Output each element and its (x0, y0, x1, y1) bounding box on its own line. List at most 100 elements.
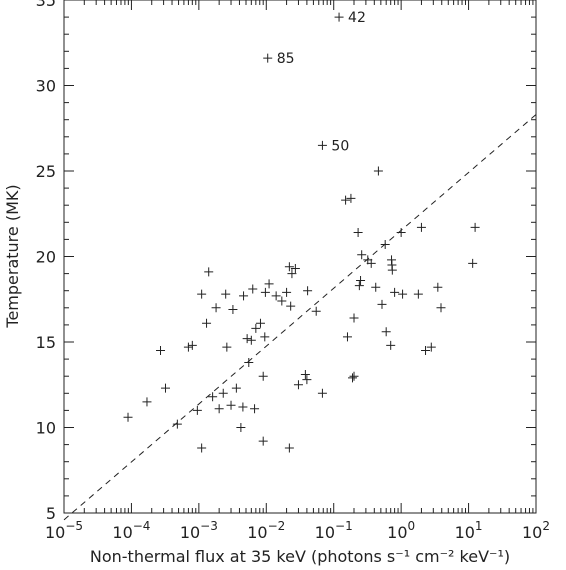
data-point (348, 373, 358, 383)
data-points (123, 12, 480, 453)
data-point (390, 287, 400, 297)
data-point (353, 228, 363, 238)
data-point (156, 346, 166, 356)
data-point (341, 195, 351, 205)
data-point (226, 400, 236, 410)
data-point (377, 299, 387, 309)
x-tick-label: 10−5 (45, 519, 83, 542)
data-point (192, 405, 202, 415)
data-point (246, 335, 256, 345)
data-point (142, 397, 152, 407)
data-point (293, 380, 303, 390)
data-point (346, 193, 356, 203)
data-point (197, 443, 207, 453)
data-point (354, 281, 364, 291)
data-point (197, 289, 207, 299)
data-point (470, 222, 480, 232)
data-point (238, 402, 248, 412)
data-point (211, 303, 221, 313)
y-tick-label: 35 (36, 0, 56, 10)
data-point (236, 423, 246, 432)
data-point (349, 371, 359, 381)
y-tick-label: 20 (36, 248, 56, 267)
data-point (221, 289, 231, 299)
data-point (260, 287, 270, 297)
data-point (421, 346, 431, 356)
data-point (373, 166, 383, 176)
x-tick-label: 10−1 (315, 519, 353, 542)
data-point (172, 419, 182, 429)
x-tick-label: 10−3 (180, 519, 218, 542)
data-point (255, 318, 265, 328)
data-point (250, 404, 260, 414)
data-point (202, 318, 212, 328)
data-point (271, 291, 281, 301)
data-point (284, 262, 294, 272)
data-point (231, 383, 241, 393)
data-point (381, 327, 391, 337)
data-point (260, 332, 270, 342)
data-point (302, 375, 312, 385)
x-tick-label: 100 (387, 519, 415, 542)
data-point (286, 301, 296, 311)
data-point (303, 286, 313, 296)
data-point (258, 436, 268, 446)
data-point (398, 289, 408, 299)
data-point (311, 306, 321, 316)
x-tick-label: 10−4 (112, 519, 150, 542)
y-tick-label: 30 (36, 77, 56, 96)
data-point (287, 269, 297, 279)
x-tick-label: 101 (455, 519, 483, 542)
data-point (290, 263, 300, 273)
y-axis-ticks: 5 10 15 20 25 30 35 (36, 0, 536, 523)
data-point (263, 53, 273, 63)
point-label: 42 (348, 10, 366, 26)
data-point (468, 258, 478, 268)
data-point (228, 305, 238, 315)
data-point (244, 358, 254, 368)
data-point (357, 250, 367, 260)
x-tick-label: 10−2 (247, 519, 285, 542)
data-point (416, 222, 426, 232)
data-point (300, 369, 310, 379)
data-point (123, 412, 133, 422)
y-tick-label: 5 (46, 504, 56, 523)
data-point (413, 289, 423, 299)
y-tick-label: 15 (36, 333, 56, 352)
data-point (258, 371, 268, 381)
data-point (222, 342, 232, 352)
data-point (317, 140, 327, 150)
data-point (160, 383, 170, 393)
data-point (386, 340, 396, 350)
data-point (349, 313, 359, 323)
data-point (277, 296, 287, 306)
data-point (396, 228, 406, 238)
y-tick-label: 10 (36, 419, 56, 438)
y-tick-label: 25 (36, 162, 56, 181)
point-label: 50 (331, 138, 349, 154)
data-point (284, 443, 294, 453)
data-point (366, 258, 376, 268)
data-point (239, 291, 249, 301)
data-point (218, 388, 228, 398)
data-point (214, 404, 224, 414)
point-label: 85 (277, 51, 295, 67)
data-point (282, 287, 292, 297)
data-point (334, 12, 344, 22)
data-point (251, 323, 261, 333)
data-point (426, 342, 436, 352)
fit-line (63, 114, 537, 521)
data-point (342, 332, 352, 342)
data-point (387, 265, 397, 275)
x-axis-ticks: 10−5 10−4 10−3 10−2 10−1 100 101 102 (45, 0, 550, 542)
data-point (356, 275, 366, 285)
data-point (187, 340, 197, 350)
data-point (317, 388, 327, 398)
data-point (242, 334, 252, 344)
data-point (204, 267, 214, 277)
x-tick-label: 102 (522, 519, 550, 542)
y-axis-label: Temperature (MK) (3, 184, 22, 328)
data-point (208, 392, 218, 402)
x-axis-label: Non-thermal flux at 35 keV (photons s⁻¹ … (90, 547, 510, 566)
